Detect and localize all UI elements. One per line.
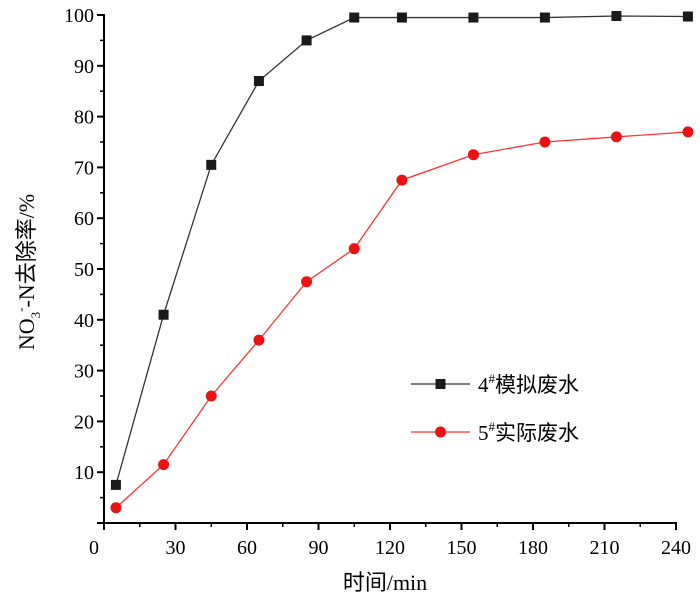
data-point: [467, 149, 479, 161]
y-tick-label: 30: [74, 361, 94, 383]
legend-marker: [435, 426, 446, 438]
y-tick-label: 50: [74, 259, 94, 281]
legend-label-sup: #: [489, 371, 496, 386]
x-tick-label: 210: [590, 537, 620, 559]
data-point: [349, 12, 360, 23]
axes: [103, 14, 677, 524]
data-point: [110, 502, 122, 514]
y-tick-label: 60: [74, 208, 94, 230]
x-axis-title: 时间/min: [343, 570, 427, 595]
data-point: [396, 174, 408, 186]
legend-label-sup: #: [489, 419, 496, 434]
legend-marker: [435, 379, 446, 389]
legend-item-1: 4#模拟废水: [411, 371, 579, 397]
y-tick-label: 10: [74, 462, 94, 484]
data-point: [539, 136, 551, 148]
data-point: [468, 12, 479, 23]
y-axis-title-pre: NO: [14, 318, 39, 350]
legend-item-2: 5#实际废水: [411, 419, 579, 445]
legend-label-pre: 5: [478, 421, 489, 445]
y-axis-title-sup: -: [13, 308, 28, 312]
data-point: [301, 276, 313, 288]
data-point: [301, 35, 312, 46]
y-axis-title-sub: 3: [28, 312, 43, 319]
y-tick-label: 100: [64, 5, 94, 27]
legend-label: 5#实际废水: [478, 419, 579, 445]
series-group: [110, 11, 694, 514]
x-tick-label: 90: [309, 537, 329, 559]
x-tick-label: 150: [447, 537, 477, 559]
data-point: [611, 11, 622, 22]
data-point: [348, 243, 360, 255]
y-tick-label: 90: [74, 56, 94, 78]
y-tick-label: 80: [74, 107, 94, 129]
legend-label: 4#模拟废水: [478, 371, 579, 397]
x-tick-label: 120: [375, 537, 405, 559]
data-point: [158, 309, 169, 320]
series-2: [110, 126, 694, 514]
data-point: [110, 479, 121, 490]
legend-label-pre: 4: [478, 373, 489, 397]
data-point: [206, 159, 217, 170]
series-1: [110, 11, 693, 490]
legend-label-post: 实际废水: [495, 421, 579, 445]
data-point: [682, 126, 694, 138]
x-tick-label: 60: [237, 537, 257, 559]
data-point: [610, 131, 622, 143]
x-tick-label: 240: [661, 537, 691, 559]
data-point: [539, 12, 550, 23]
y-tick-label: 70: [74, 157, 94, 179]
y-tick-label: 20: [74, 411, 94, 433]
y-axis-title: NO3--N去除率/%: [13, 194, 43, 350]
series-line: [115, 15, 688, 486]
data-point: [253, 76, 264, 87]
series-line: [115, 131, 688, 509]
data-point: [253, 334, 265, 346]
tick-group: 0 30 60 90 120 150 180 210 240 10 20 30 40 50 60 70 80 90…: [64, 5, 691, 559]
data-point: [205, 390, 217, 402]
y-axis-title-post: -N去除率/%: [14, 194, 39, 308]
x-tick-label: 0: [89, 537, 99, 559]
x-tick-label: 180: [518, 537, 548, 559]
data-point: [158, 459, 170, 471]
y-tick-label: 40: [74, 310, 94, 332]
data-point: [396, 12, 407, 23]
x-tick-label: 30: [166, 537, 186, 559]
data-point: [682, 11, 693, 22]
legend-label-post: 模拟废水: [495, 373, 579, 397]
